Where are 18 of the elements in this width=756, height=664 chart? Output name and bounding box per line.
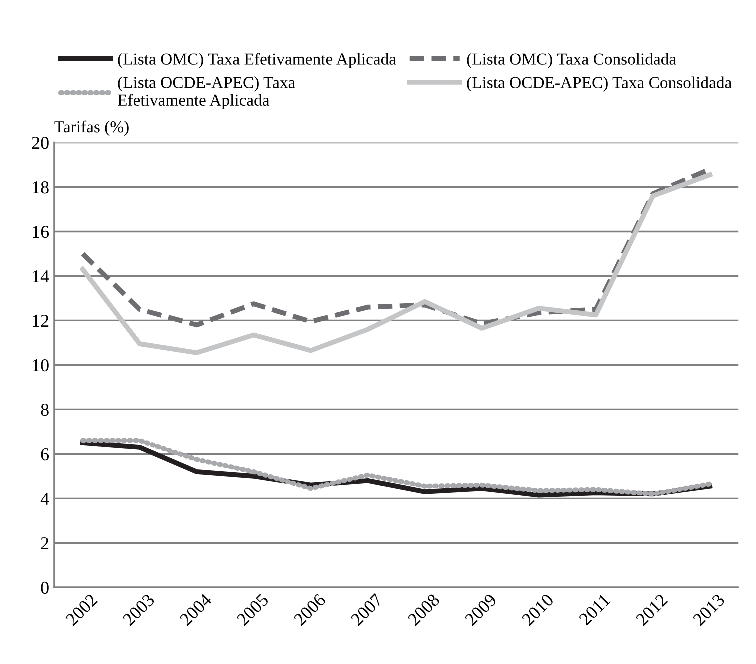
y-tick-label: 4 <box>40 493 50 505</box>
y-tick-label: 18 <box>33 182 49 194</box>
y-tick-label: 6 <box>41 448 50 461</box>
y-tick-label: 2 <box>41 537 49 550</box>
x-tick-label: 2011 <box>578 594 612 626</box>
y-axis-title: Tarifas (%) <box>54 120 129 136</box>
legend-label: (Lista OMC) Taxa Efetivamente Aplicada <box>118 53 396 68</box>
line-series <box>80 172 713 356</box>
y-tick-label: 14 <box>33 270 50 282</box>
y-tick-label: 10 <box>33 359 49 372</box>
legend-label: (Lista OCDE-APEC) Taxa Consolidada <box>467 76 732 92</box>
y-tick-label: 16 <box>33 226 50 238</box>
y-tick-label: 20 <box>32 137 49 150</box>
y-tick-label: 12 <box>33 315 49 327</box>
y-tick-label: 0 <box>41 582 49 594</box>
y-tick-label: 8 <box>41 404 49 416</box>
legend-label: (Lista OMC) Taxa Consolidada <box>467 53 676 68</box>
legend-label: (Lista OCDE-APEC) Taxa Efetivamente Aplicada <box>118 76 296 110</box>
